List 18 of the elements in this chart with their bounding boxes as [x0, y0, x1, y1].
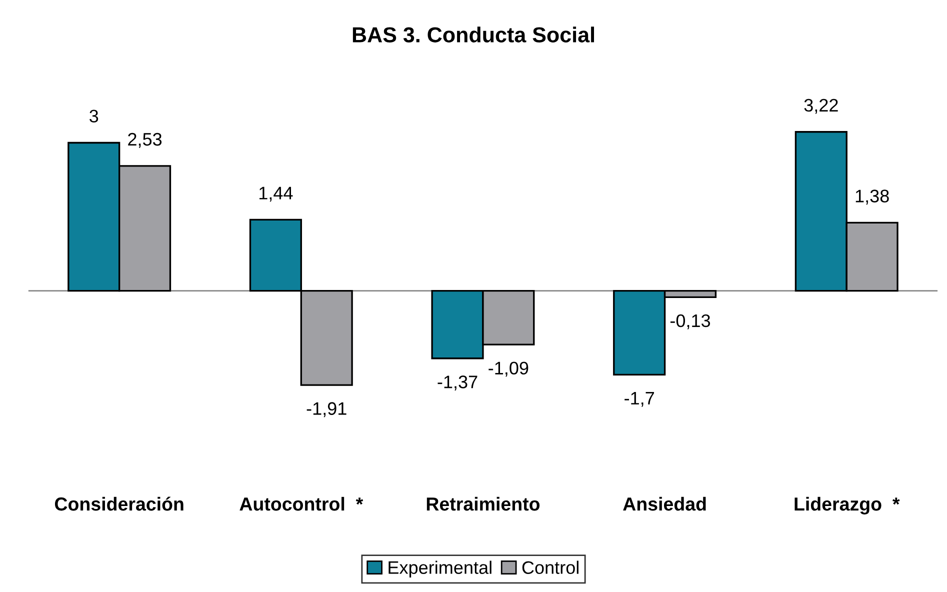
data-label: -1,91	[306, 402, 346, 418]
data-label: 1,38	[856, 190, 889, 205]
data-label: 3,22	[804, 98, 838, 114]
data-label: 1,44	[260, 186, 293, 202]
data-label: -1,09	[488, 362, 528, 377]
data-label: -1,37	[438, 376, 478, 390]
data-label: -0,13	[670, 314, 710, 330]
x-tick-label: Autocontrol *	[240, 496, 364, 511]
data-label: 2,53	[128, 132, 162, 148]
x-tick-label: Consideración	[54, 496, 184, 511]
x-tick-label: Liderazgo *	[794, 496, 900, 514]
x-tick-label: Ansiedad	[623, 496, 706, 511]
legend-label: Control	[522, 560, 578, 574]
data-label: 3	[90, 110, 98, 122]
chart-title: BAS 3. Conducta Social	[352, 26, 594, 42]
legend-label: Experimental	[388, 560, 492, 578]
data-label: -1,7	[624, 392, 654, 407]
x-tick-label: Retraimiento	[426, 496, 540, 511]
